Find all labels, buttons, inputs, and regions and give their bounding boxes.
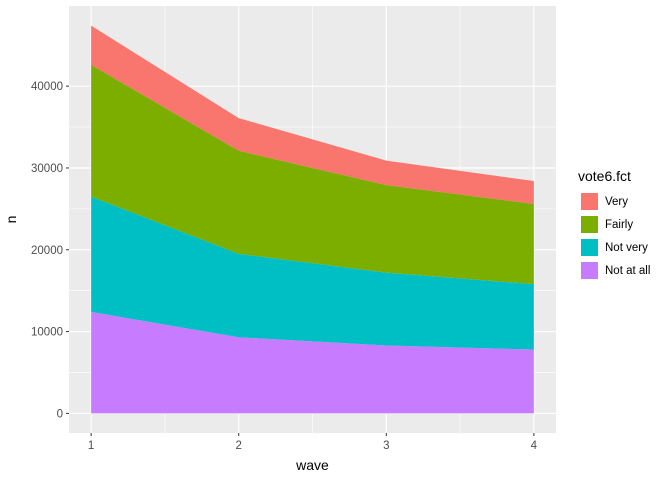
legend-key-not-at-all [580,261,599,280]
y-tick-label: 30000 [31,163,63,175]
legend-items: Very Fairly Not very Not at all [578,190,672,282]
y-tick-label: 20000 [31,245,63,257]
stacked-areas [91,25,534,414]
legend-title: vote6.fct [578,168,631,184]
area-not-very [91,196,534,350]
legend-label-very: Very [605,195,629,208]
area-fairly [91,64,534,285]
y-tick-label: 10000 [31,327,63,339]
y-tick-label: 40000 [31,81,63,93]
legend-label-not-very: Not very [605,241,648,254]
area-not-at-all [91,311,534,414]
x-tick-label: 3 [383,440,389,452]
x-axis: 1 2 3 4 [88,433,538,452]
legend: vote6.fct Very Fairly Not very Not at all [578,168,672,282]
legend-key-fairly [580,215,599,234]
legend-item-not-at-all: Not at all [578,259,672,282]
legend-label-fairly: Fairly [605,218,634,231]
x-tick-label: 4 [531,440,538,452]
y-axis: 0 10000 20000 30000 40000 [31,81,69,420]
legend-item-very: Very [578,190,672,213]
x-axis-title: wave [295,457,329,473]
x-tick-label: 2 [236,440,242,452]
legend-key-very [580,192,599,211]
y-tick-label: 0 [57,408,63,420]
legend-item-not-very: Not very [578,236,672,259]
area-very [91,25,534,204]
y-axis-title: n [3,216,19,224]
legend-label-not-at-all: Not at all [605,264,651,277]
x-tick-label: 1 [88,440,94,452]
legend-key-not-very [580,238,599,257]
legend-item-fairly: Fairly [578,213,672,236]
